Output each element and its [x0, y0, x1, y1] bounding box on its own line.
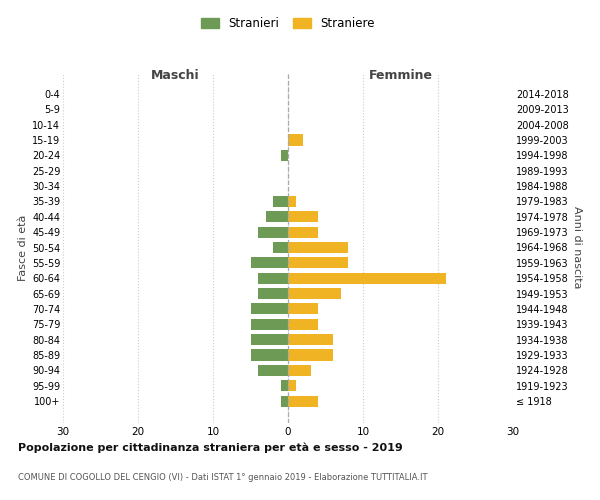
Bar [288, 319, 318, 330]
Text: COMUNE DI COGOLLO DEL CENGIO (VI) - Dati ISTAT 1° gennaio 2019 - Elaborazione TU: COMUNE DI COGOLLO DEL CENGIO (VI) - Dati… [18, 472, 427, 482]
Bar [288, 196, 296, 207]
Bar [288, 304, 318, 314]
Text: Femmine: Femmine [368, 68, 433, 82]
Bar [281, 150, 288, 161]
Bar [258, 226, 288, 237]
Bar [288, 350, 333, 360]
Bar [251, 334, 288, 345]
Bar [258, 288, 288, 299]
Bar [288, 134, 303, 145]
Bar [288, 242, 348, 253]
Bar [288, 288, 341, 299]
Bar [258, 365, 288, 376]
Bar [288, 365, 311, 376]
Bar [273, 196, 288, 207]
Bar [281, 380, 288, 391]
Text: Popolazione per cittadinanza straniera per età e sesso - 2019: Popolazione per cittadinanza straniera p… [18, 442, 403, 453]
Bar [281, 396, 288, 406]
Bar [265, 212, 288, 222]
Bar [273, 242, 288, 253]
Bar [251, 319, 288, 330]
Bar [288, 334, 333, 345]
Legend: Stranieri, Straniere: Stranieri, Straniere [197, 14, 379, 34]
Bar [288, 380, 296, 391]
Y-axis label: Anni di nascita: Anni di nascita [572, 206, 583, 288]
Bar [288, 272, 445, 283]
Y-axis label: Fasce di età: Fasce di età [17, 214, 28, 280]
Bar [258, 272, 288, 283]
Bar [251, 304, 288, 314]
Bar [288, 226, 318, 237]
Bar [288, 258, 348, 268]
Bar [251, 350, 288, 360]
Text: Maschi: Maschi [151, 68, 200, 82]
Bar [288, 212, 318, 222]
Bar [251, 258, 288, 268]
Bar [288, 396, 318, 406]
